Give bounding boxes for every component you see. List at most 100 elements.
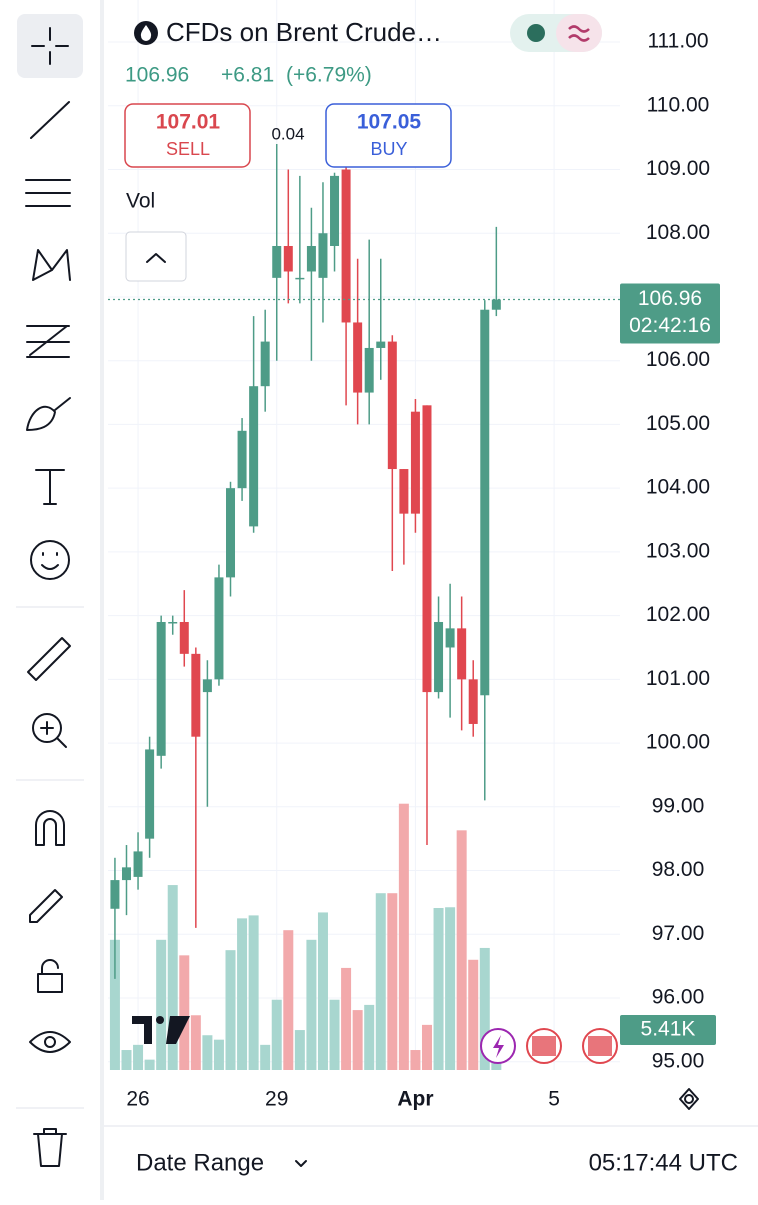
volume-bar [202,1035,213,1070]
y-tick-label: 106.00 [646,348,710,371]
fib-tool[interactable] [25,179,71,207]
volume-bar [190,1015,201,1070]
volume-bar [479,947,490,1070]
delay-icon [568,25,590,42]
emoji-tool[interactable] [30,540,70,580]
symbol-name[interactable]: CFDs on Brent Crude… [166,17,442,47]
volume-label: 5.41K [641,1018,696,1041]
visibility-tool[interactable] [29,1031,71,1053]
candle-body [480,309,490,696]
volume-bar [225,950,236,1070]
unlock-tool[interactable] [37,959,63,993]
trend-line-tool[interactable] [30,101,70,139]
x-tick-label: 29 [265,1088,288,1111]
candle-body [145,749,155,839]
volume-bar [456,830,467,1070]
sell-label: SELL [166,139,210,159]
volume-bar [237,918,248,1070]
volume-bar [468,959,479,1070]
volume-bar [352,1010,363,1070]
candle-body [445,628,455,648]
buy-label: BUY [370,139,407,159]
candle-body [191,653,201,737]
volume-bar [156,939,167,1070]
volume-indicator-label[interactable]: Vol [126,190,155,213]
brush-tool[interactable] [26,397,71,431]
volume-bar [133,1044,144,1070]
candle-body [133,851,143,877]
x-tick-label: Apr [397,1088,433,1111]
delete-tool[interactable] [33,1128,67,1167]
countdown: 02:42:16 [629,314,711,337]
zoom-icon [40,721,67,748]
y-tick-label: 95.00 [652,1049,705,1072]
y-tick-label: 96.00 [652,986,705,1009]
magnet-tool[interactable] [35,810,65,846]
sell-button[interactable] [124,103,251,168]
candle-body [457,628,467,680]
text-tool[interactable] [35,469,65,505]
toolbar [16,0,104,1200]
flag [532,1036,556,1056]
volume-bar [317,912,328,1070]
volume-bar [410,1050,421,1070]
lock-drawings-tool[interactable] [29,889,63,923]
last-price: 106.96 [125,64,189,87]
candle-body [376,341,386,348]
candle-body [399,469,409,514]
x-tick-label: 26 [126,1088,149,1111]
last-price-box [620,283,720,344]
candle-body [353,322,363,393]
data-status [556,14,602,52]
volume-bar [306,939,317,1070]
collapse-button[interactable] [125,231,187,282]
candle-body [295,277,305,280]
volume-bar [398,803,409,1070]
y-tick-label: 102.00 [646,603,710,626]
candle-body [330,175,340,246]
volume-bar [213,1039,224,1070]
volume-bar [421,1024,432,1070]
candle-body [283,245,293,272]
forecast-tool[interactable] [26,325,70,358]
toolbar-border [100,0,104,1200]
y-tick-label: 111.00 [647,30,708,53]
candle-body [260,341,270,387]
zoom-tool[interactable] [32,713,62,743]
candle-body [387,341,397,470]
y-tick-label: 104.00 [646,476,710,499]
tv-logo [132,1016,190,1044]
volume-label-box [620,1014,716,1045]
settings-button[interactable] [679,1088,699,1110]
date-range[interactable]: Date Range [136,1149,264,1176]
y-tick-label: 110.00 [647,93,710,116]
drop-icon [140,25,152,41]
y-tick-label: 100.00 [646,731,710,754]
candle-body [168,621,178,624]
candle-body [249,386,259,527]
candle-body [226,488,236,578]
volume-bar [329,999,340,1070]
y-tick-label: 97.00 [652,922,705,945]
volume-bar [109,939,120,1070]
candle-body [318,233,328,278]
eye-pupil [44,1036,56,1048]
candle-body [121,867,131,881]
buy-button[interactable] [325,103,452,168]
spread: 0.04 [271,124,304,143]
volume-bar [375,893,386,1070]
pattern-tool[interactable] [32,249,71,281]
candle-body [364,347,374,393]
flag [588,1036,612,1056]
crosshair-tool[interactable] [17,14,83,78]
ruler-tool[interactable] [27,637,71,681]
lightning [493,1035,504,1058]
candle-body [491,299,501,310]
volume-bar [260,1044,271,1070]
change-percent: (+6.79%) [286,64,372,87]
buy-price: 107.05 [357,111,422,134]
volume-bar [283,930,294,1070]
chevron-up [146,253,166,263]
volume-bar [271,999,282,1070]
